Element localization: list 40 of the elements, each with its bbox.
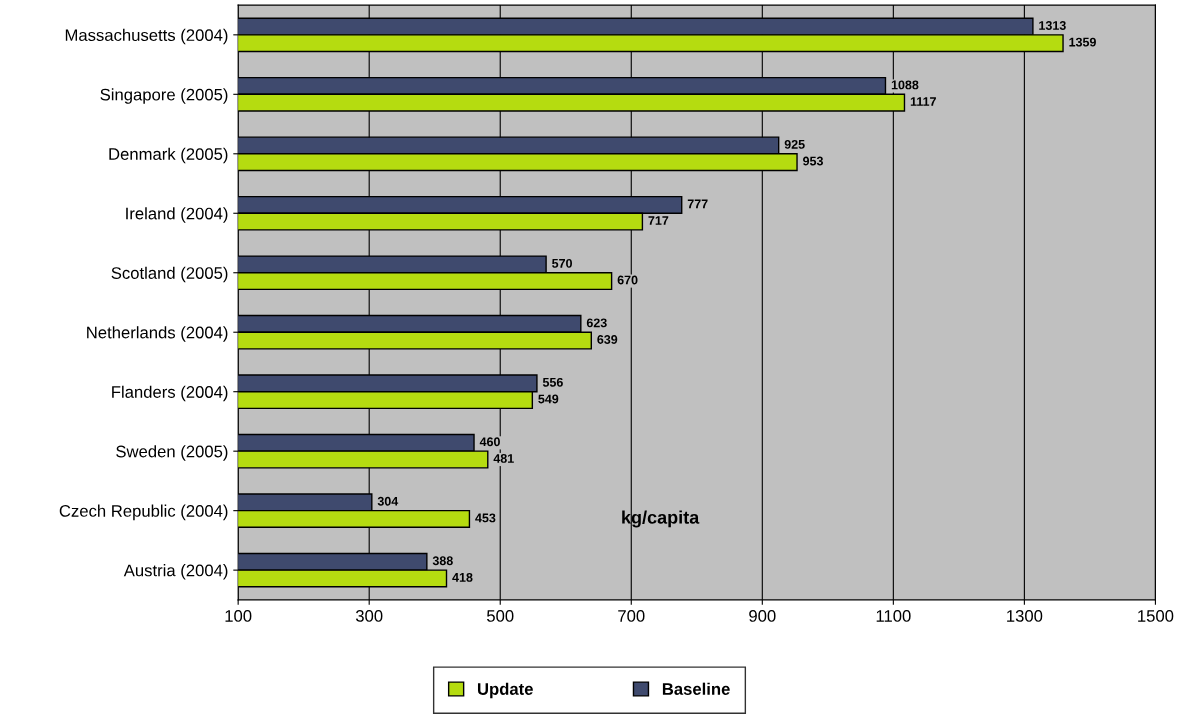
x-tick-label: 500: [487, 610, 514, 622]
data-label: 460: [479, 437, 500, 447]
x-tick-label: 900: [749, 610, 776, 622]
x-tick-label: 300: [355, 610, 383, 622]
y-tick-label: Scotland (2005): [111, 266, 228, 283]
y-tick-label: Ireland (2004): [126, 207, 228, 223]
legend-label: Baseline: [662, 682, 730, 695]
data-label: 570: [552, 258, 572, 268]
data-label: 623: [586, 318, 607, 328]
data-label: 1313: [1039, 21, 1066, 30]
data-label: 925: [784, 139, 805, 149]
x-tick-label: 1300: [1007, 610, 1043, 622]
data-label: 556: [542, 377, 563, 387]
x-tick-label: 700: [618, 610, 645, 622]
data-label: 453: [475, 513, 496, 523]
data-label: 639: [597, 335, 618, 344]
data-label: 481: [493, 454, 514, 463]
y-tick-label: Massachusetts (2004): [65, 28, 228, 45]
data-label: 1359: [1069, 37, 1096, 47]
data-label: 549: [538, 394, 559, 404]
data-label: 418: [452, 572, 473, 582]
y-tick-label: Netherlands (2004): [87, 326, 228, 342]
data-label: 388: [432, 556, 453, 566]
y-tick-label: Singapore (2005): [100, 88, 228, 104]
data-label: 777: [687, 199, 708, 209]
x-tick-label: 1500: [1138, 610, 1174, 622]
x-tick-label: 100: [225, 610, 252, 622]
y-tick-label: Flanders (2004): [112, 385, 228, 402]
y-tick-label: Austria (2004): [123, 564, 228, 580]
y-tick-label: Sweden (2005): [116, 445, 228, 461]
data-label: 1117: [910, 97, 936, 106]
data-label: 1088: [891, 80, 919, 90]
data-label: 717: [648, 216, 669, 225]
legend-label: Update: [477, 682, 533, 699]
data-label: 670: [617, 275, 638, 285]
x-tick-label: 1100: [876, 610, 911, 622]
data-label: 304: [377, 496, 399, 506]
y-tick-label: Czech Republic (2004): [59, 504, 228, 521]
data-label: 953: [803, 156, 823, 166]
y-tick-label: Denmark (2005): [109, 147, 228, 164]
